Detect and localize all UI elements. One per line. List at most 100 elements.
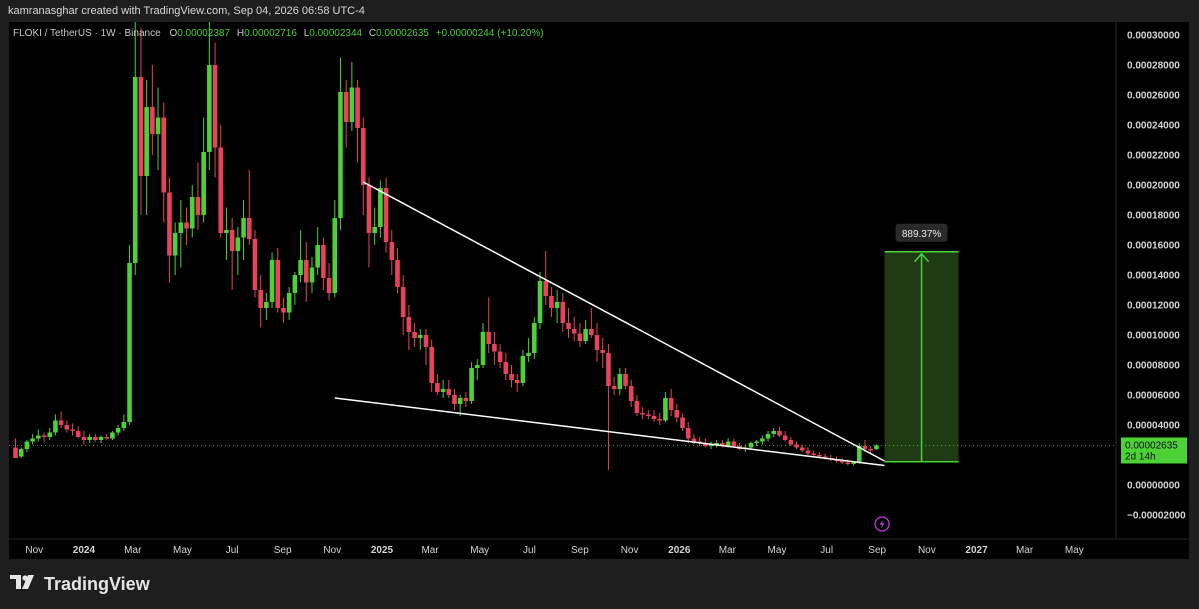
price-tag-countdown: 2d 14h bbox=[1125, 451, 1156, 462]
candle-body bbox=[457, 398, 463, 404]
candle-body bbox=[303, 260, 309, 283]
candle-body bbox=[537, 281, 543, 323]
candle-body bbox=[360, 128, 366, 185]
lower-trendline[interactable] bbox=[334, 397, 885, 467]
candle-body bbox=[423, 335, 429, 347]
candle-body bbox=[429, 347, 434, 383]
candle-body bbox=[782, 435, 788, 440]
candle-body bbox=[252, 239, 258, 290]
candle-body bbox=[389, 242, 395, 260]
symbol-label[interactable]: FLOKI / TetherUS · 1W · Binance bbox=[13, 28, 161, 39]
time-tick-label: Mar bbox=[1016, 545, 1034, 556]
candle-body bbox=[440, 389, 446, 392]
lightning-icon[interactable] bbox=[874, 516, 890, 532]
candle-body bbox=[53, 420, 58, 433]
time-tick-label: Sep bbox=[274, 545, 292, 556]
candle-body bbox=[258, 290, 263, 308]
price-tag[interactable] bbox=[1121, 437, 1187, 464]
candle-body bbox=[184, 222, 189, 229]
candle-body bbox=[845, 462, 851, 464]
target-label-box bbox=[895, 223, 948, 242]
candle-body bbox=[412, 332, 417, 338]
tradingview-brand[interactable]: TradingView bbox=[10, 574, 150, 595]
candle-body bbox=[150, 107, 155, 134]
candle-body bbox=[748, 443, 754, 448]
candle-body bbox=[754, 441, 759, 443]
candle-body bbox=[691, 438, 697, 442]
candle-body bbox=[292, 275, 298, 293]
candle-body bbox=[532, 323, 537, 353]
candle-body bbox=[623, 374, 628, 386]
price-tick-label: 0.00000000 bbox=[1127, 481, 1180, 492]
candle-body bbox=[121, 422, 127, 428]
candle-body bbox=[207, 65, 212, 152]
candle-body bbox=[41, 435, 47, 437]
candle-body bbox=[874, 445, 879, 450]
candle-body bbox=[566, 323, 571, 329]
candle-body bbox=[212, 65, 218, 148]
low-label: L bbox=[303, 28, 310, 39]
candle-body bbox=[560, 302, 566, 323]
candle-body bbox=[503, 362, 509, 374]
candle-body bbox=[343, 92, 349, 122]
candle-body bbox=[161, 117, 167, 193]
candle-body bbox=[731, 441, 737, 446]
candle-body bbox=[378, 188, 383, 227]
candle-body bbox=[167, 192, 172, 256]
candle-body bbox=[817, 455, 822, 457]
candle-body bbox=[218, 147, 224, 233]
candle-body bbox=[514, 380, 520, 383]
time-axis[interactable] bbox=[9, 539, 1189, 559]
candle-body bbox=[98, 437, 104, 440]
chart-area[interactable]: 889.37% 0.00030000 0.00028000 0.00026000 0.… bbox=[9, 22, 1189, 559]
candle-body bbox=[110, 432, 115, 439]
candle-body bbox=[771, 431, 777, 434]
time-tick-label: 2026 bbox=[668, 545, 691, 556]
candle-body bbox=[497, 351, 503, 362]
candle-body bbox=[127, 263, 132, 422]
candle-body bbox=[811, 453, 816, 455]
candle-body bbox=[663, 398, 668, 421]
candle-body bbox=[155, 117, 161, 134]
candle-body bbox=[554, 302, 560, 308]
close-value: 0.00002635 bbox=[376, 28, 429, 39]
candle-body bbox=[195, 197, 201, 215]
candle-body bbox=[70, 429, 75, 431]
candle-body bbox=[583, 329, 588, 341]
candle-body bbox=[868, 449, 873, 451]
candle-body bbox=[372, 227, 377, 233]
candle-body bbox=[549, 296, 554, 308]
candle-body bbox=[189, 197, 195, 229]
time-tick-label: Sep bbox=[868, 545, 886, 556]
price-tick-label: 0.00004000 bbox=[1127, 421, 1180, 432]
candle-body bbox=[172, 233, 178, 256]
candle-body bbox=[64, 425, 70, 430]
candle-body bbox=[395, 260, 400, 287]
candle-body bbox=[600, 350, 606, 353]
candle-body bbox=[788, 440, 794, 445]
candle-body bbox=[520, 356, 526, 383]
time-tick-label: Mar bbox=[421, 545, 439, 556]
time-tick-label: Jul bbox=[226, 545, 239, 556]
candle-body bbox=[138, 77, 144, 176]
candle-body bbox=[18, 449, 24, 457]
candle-body bbox=[646, 414, 651, 416]
candle-body bbox=[315, 245, 320, 268]
candle-body bbox=[81, 437, 87, 440]
candle-body bbox=[651, 416, 657, 419]
candle-body bbox=[452, 395, 457, 404]
candle-body bbox=[720, 443, 725, 446]
candle-body bbox=[589, 329, 594, 335]
candle-body bbox=[338, 92, 343, 218]
price-tag-value: 0.00002635 bbox=[1125, 440, 1178, 451]
candle-body bbox=[332, 218, 338, 293]
candle-body bbox=[862, 446, 868, 449]
price-chart[interactable]: 889.37% 0.00030000 0.00028000 0.00026000 0.… bbox=[9, 22, 1189, 559]
credit-text: kamranasghar created with TradingView.co… bbox=[8, 5, 365, 17]
price-tick-label: 0.00020000 bbox=[1127, 181, 1180, 192]
ohlc-legend: FLOKI / TetherUS · 1W · Binance O0.00002… bbox=[13, 28, 544, 39]
candle-body bbox=[36, 435, 41, 439]
time-tick-label: Nov bbox=[918, 545, 936, 556]
time-tick-label: 2025 bbox=[371, 545, 394, 556]
upper-trendline[interactable] bbox=[362, 181, 885, 462]
